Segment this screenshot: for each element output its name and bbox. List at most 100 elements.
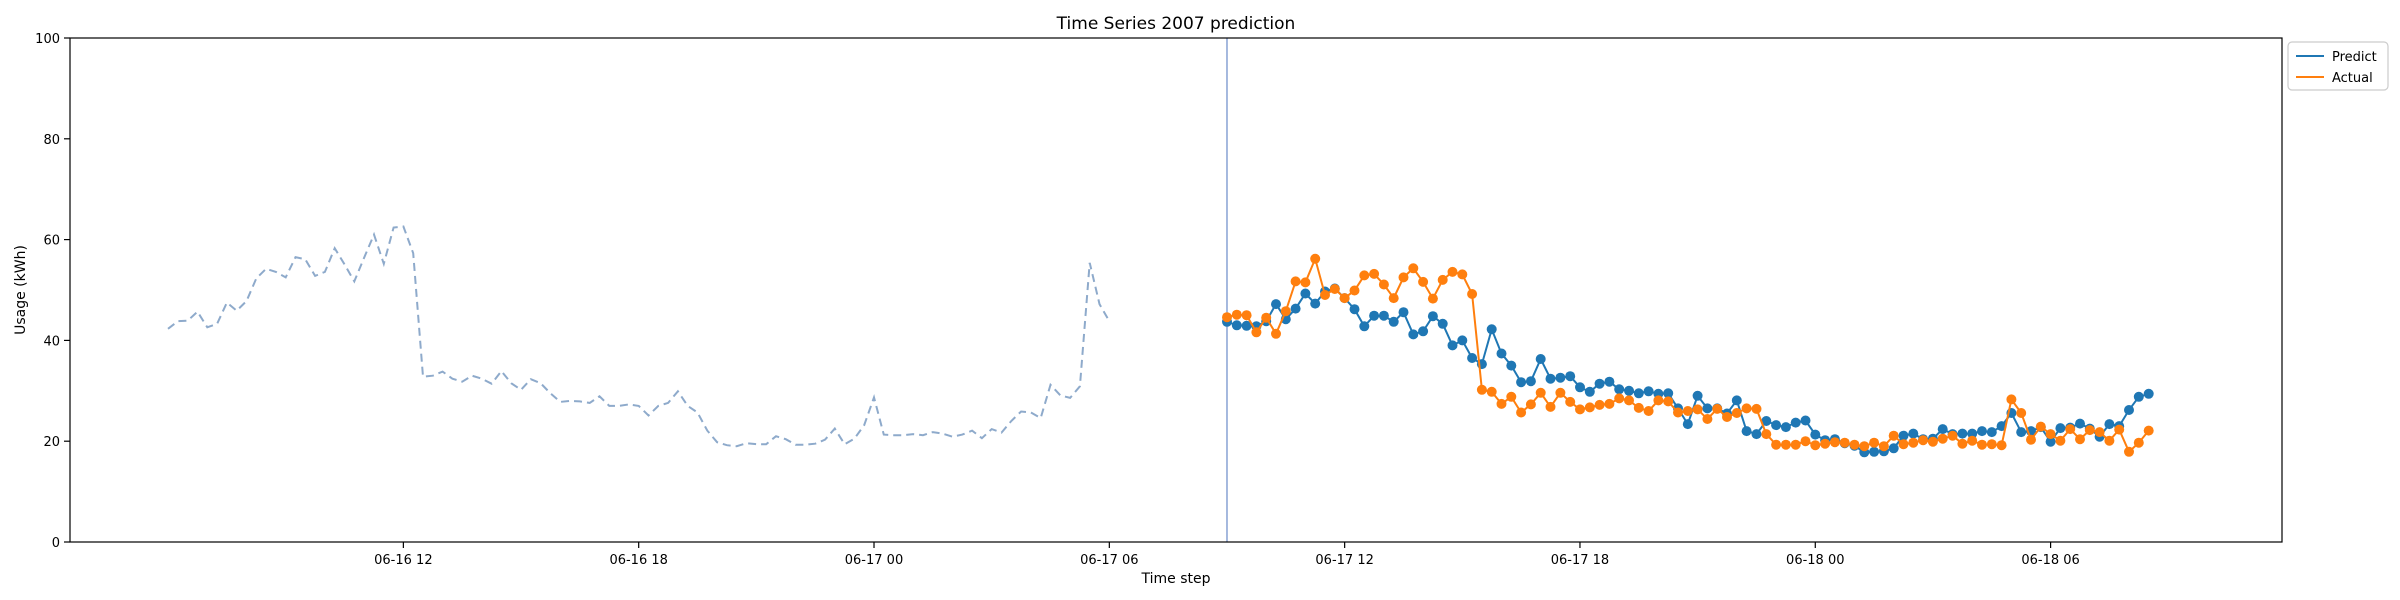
predict-point	[1624, 385, 1634, 396]
predict-point	[1467, 353, 1478, 363]
actual-point	[1565, 396, 1576, 407]
actual-point	[2114, 424, 2125, 435]
x-tick-label: 06-17 00	[845, 553, 903, 568]
actual-point	[1320, 290, 1330, 300]
predict-point	[2016, 427, 2027, 438]
predict-point	[1584, 386, 1595, 397]
predict-point	[1231, 320, 1242, 331]
actual-point	[1790, 439, 1801, 450]
actual-point	[1653, 395, 1664, 406]
actual-point	[1702, 414, 1713, 424]
predict-point	[1427, 311, 1438, 322]
actual-point	[1339, 293, 1350, 304]
actual-point	[1271, 328, 1281, 339]
plot-area	[69, 37, 2283, 543]
predict-point	[1800, 415, 1811, 426]
predict-point	[2075, 418, 2085, 429]
predict-point	[1898, 430, 1909, 441]
predict-point	[1300, 288, 1311, 299]
actual-point	[2143, 425, 2154, 436]
predict-point	[1771, 420, 1782, 431]
y-tick-label: 80	[43, 133, 60, 148]
predict-point	[2045, 436, 2056, 447]
predict-point	[2055, 423, 2066, 434]
actual-point	[1447, 266, 1458, 277]
legend: Predict Actual	[2287, 41, 2389, 91]
y-tick-label: 20	[43, 435, 60, 450]
predict-point	[1986, 427, 1997, 438]
actual-point	[1427, 293, 1438, 304]
predict-point	[2104, 419, 2115, 430]
x-axis-label: Time step	[1141, 571, 1211, 587]
actual-point	[1810, 440, 1821, 451]
actual-point	[2026, 434, 2036, 445]
predict-point	[1271, 299, 1281, 310]
predict-point	[1359, 321, 1370, 332]
actual-point	[1771, 439, 1782, 450]
predict-point	[1682, 419, 1693, 430]
predict-point	[1996, 421, 2007, 432]
actual-point	[1820, 438, 1831, 449]
actual-point	[2016, 408, 2027, 418]
actual-point	[1937, 433, 1948, 444]
actual-point	[1222, 312, 1232, 323]
predict-point	[1967, 428, 1978, 439]
actual-point	[1780, 439, 1791, 450]
actual-point	[1555, 387, 1566, 398]
y-tick-label: 0	[52, 536, 60, 551]
predict-point	[2133, 391, 2144, 402]
predict-point	[1692, 390, 1703, 401]
actual-point	[1839, 437, 1850, 448]
actual-point	[1457, 269, 1468, 280]
actual-point	[1535, 387, 1546, 398]
predict-point	[1447, 340, 1458, 351]
actual-point	[1506, 391, 1517, 402]
predict-point	[1643, 386, 1654, 397]
actual-point	[2035, 421, 2046, 432]
x-axis: 06-16 12 06-16 18 06-17 00 06-17 06 06-17 12…	[374, 542, 2080, 568]
predict-point	[1751, 429, 1762, 440]
predict-point	[1731, 395, 1742, 406]
actual-point	[1349, 285, 1360, 296]
actual-point	[1731, 408, 1742, 418]
actual-point	[1829, 437, 1840, 448]
predict-point	[1565, 371, 1576, 382]
actual-point	[1888, 430, 1899, 441]
actual-point	[1329, 284, 1340, 294]
predict-point	[1437, 318, 1448, 329]
actual-point	[1476, 384, 1487, 395]
actual-point	[2104, 435, 2115, 446]
actual-point	[1712, 403, 1723, 414]
x-tick-label: 06-17 12	[1315, 553, 1373, 568]
predict-point	[1349, 304, 1360, 315]
legend-label-predict: Predict	[2332, 50, 2377, 65]
actual-point	[1761, 429, 1772, 440]
predict-point	[1408, 329, 1419, 340]
actual-point	[2065, 424, 2076, 435]
predict-point	[1545, 373, 1556, 384]
actual-point	[1280, 306, 1291, 317]
actual-point	[1418, 276, 1429, 287]
actual-point	[1986, 439, 1997, 450]
history-layer	[167, 225, 1111, 448]
actual-point	[1751, 403, 1762, 414]
predict-point	[1957, 428, 1968, 439]
actual-point	[1898, 439, 1909, 450]
actual-point	[1388, 293, 1399, 304]
x-tick-label: 06-16 12	[374, 553, 432, 568]
x-tick-label: 06-16 18	[609, 553, 667, 568]
predict-point	[1310, 298, 1321, 309]
chart-title: Time Series 2007 prediction	[1056, 14, 1296, 34]
predict-point	[1702, 403, 1713, 414]
actual-point	[1800, 436, 1811, 447]
actual-point	[1673, 407, 1683, 418]
predict-point	[1241, 320, 1252, 331]
actual-point	[1722, 412, 1732, 422]
actual-point	[2133, 437, 2144, 448]
actual-point	[1614, 393, 1625, 404]
actual-point	[1643, 406, 1654, 416]
actual-point	[1869, 437, 1880, 448]
actual-point	[1241, 310, 1252, 321]
axes-frame	[69, 37, 2283, 543]
actual-point	[1908, 437, 1919, 448]
